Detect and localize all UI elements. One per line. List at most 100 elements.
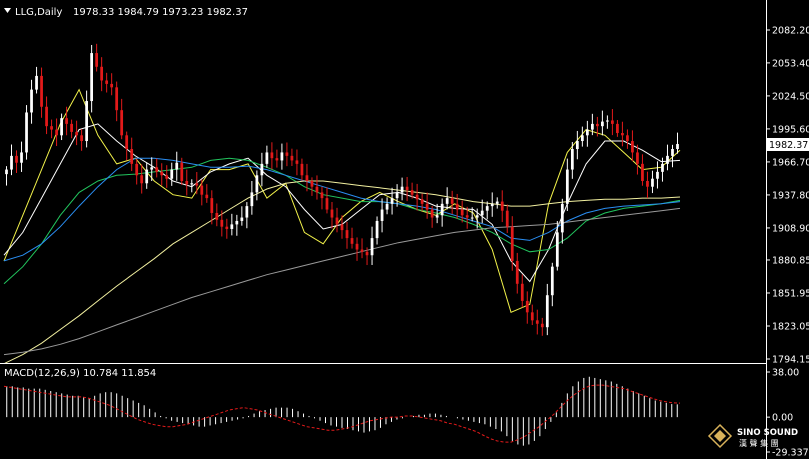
candle-body bbox=[500, 201, 504, 211]
candle-body bbox=[280, 152, 284, 161]
candle-body bbox=[375, 220, 379, 239]
candle-body bbox=[596, 123, 599, 127]
macd-tick-label: -29.337 bbox=[772, 448, 809, 459]
candle-body bbox=[475, 215, 479, 218]
candle-body bbox=[130, 149, 134, 164]
candle-body bbox=[515, 260, 519, 284]
price-tick-label: 2053.40 bbox=[772, 58, 809, 69]
candle-body bbox=[490, 203, 494, 207]
price-tick-label: 1880.85 bbox=[772, 255, 809, 266]
chart-header: LLG,Daily 1978.33 1984.79 1973.23 1982.3… bbox=[4, 7, 248, 18]
candle-body bbox=[190, 183, 194, 185]
candle-body bbox=[95, 53, 99, 67]
candle-body bbox=[380, 209, 384, 221]
candle-body bbox=[646, 180, 649, 187]
price-tick-label: 2024.50 bbox=[772, 91, 809, 102]
candle-body bbox=[651, 178, 654, 187]
candle-body bbox=[155, 167, 159, 172]
price-tick-label: 1851.95 bbox=[772, 288, 809, 299]
candle-body bbox=[365, 251, 369, 256]
macd-signal bbox=[3, 384, 681, 443]
candle-body bbox=[205, 194, 209, 199]
candle-body bbox=[230, 224, 234, 229]
candle-body bbox=[255, 175, 259, 193]
candle-body bbox=[345, 230, 349, 239]
macd-histogram bbox=[6, 376, 678, 446]
candle-body bbox=[245, 206, 249, 218]
candle-body bbox=[285, 152, 289, 156]
candle-body bbox=[65, 118, 68, 124]
candle-body bbox=[90, 53, 94, 102]
candle-body bbox=[340, 224, 344, 231]
candle-body bbox=[550, 266, 554, 296]
price-axis: 2082.20 2053.40 2024.50 1995.60 1966.70 1937.… bbox=[766, 26, 809, 366]
candle-body bbox=[170, 169, 174, 179]
price-tick-label: 2082.20 bbox=[772, 26, 809, 37]
last-price-box bbox=[767, 138, 809, 151]
candle-body bbox=[210, 198, 214, 213]
candle-body bbox=[425, 203, 429, 210]
candle-body bbox=[590, 123, 594, 130]
candle-body bbox=[631, 141, 634, 153]
candle-body bbox=[405, 186, 409, 191]
candle-body bbox=[485, 206, 489, 211]
candle-body bbox=[440, 203, 444, 216]
candle-body bbox=[70, 123, 73, 132]
candle-body bbox=[240, 217, 244, 221]
candle-body bbox=[395, 192, 399, 199]
last-price-label: 1982.37 bbox=[769, 140, 808, 151]
candle-body bbox=[570, 149, 574, 170]
candle-body bbox=[305, 175, 309, 181]
candle-body bbox=[110, 83, 114, 88]
candle-body bbox=[10, 155, 13, 170]
candle-body bbox=[666, 155, 669, 164]
candle-body bbox=[530, 312, 534, 321]
last-price-tag: 1982.37 bbox=[767, 138, 809, 151]
logo-text-en: SINO SOUND bbox=[737, 428, 798, 438]
candle-body bbox=[40, 75, 43, 107]
candle-body bbox=[315, 186, 319, 193]
candle-body bbox=[545, 295, 549, 328]
candle-body bbox=[676, 144, 679, 150]
candle-body bbox=[215, 212, 219, 220]
candle-body bbox=[385, 203, 389, 210]
candle-body bbox=[445, 198, 449, 204]
candle-body bbox=[656, 171, 659, 179]
sinosound-logo: SINO SOUND 漢 聲 集 團 bbox=[707, 423, 798, 449]
candle-body bbox=[310, 180, 314, 187]
candle-body bbox=[435, 215, 439, 218]
candle-body bbox=[621, 133, 624, 136]
candle-body bbox=[450, 198, 454, 204]
ma30-line bbox=[3, 157, 681, 262]
candle-body bbox=[601, 121, 604, 127]
candle-body bbox=[390, 198, 394, 204]
candle-body bbox=[636, 152, 639, 164]
candle-body bbox=[560, 203, 564, 233]
price-tick-label: 1995.60 bbox=[772, 124, 809, 135]
triangle-down-icon[interactable] bbox=[4, 8, 11, 13]
candle-body bbox=[520, 283, 524, 301]
candle-body bbox=[295, 160, 299, 164]
price-tick-label: 1794.15 bbox=[772, 355, 809, 366]
diamond-logo-icon bbox=[707, 423, 733, 449]
candle-body bbox=[525, 300, 529, 313]
macd-tick-label: 0.00 bbox=[772, 413, 793, 424]
candle-body bbox=[260, 163, 264, 176]
candle-body bbox=[120, 110, 124, 136]
candle-body bbox=[616, 123, 619, 134]
candle-body bbox=[400, 186, 404, 193]
candle-body bbox=[555, 232, 559, 267]
ma20-line bbox=[3, 157, 681, 285]
candle-body bbox=[180, 162, 184, 181]
candle-body bbox=[611, 120, 614, 124]
candle-body bbox=[420, 199, 424, 204]
candle-body bbox=[100, 66, 104, 81]
candle-body bbox=[135, 163, 139, 176]
candle-body bbox=[455, 203, 459, 210]
candle-body bbox=[495, 201, 499, 204]
candles bbox=[5, 43, 679, 336]
price-tick-label: 1966.70 bbox=[772, 157, 809, 168]
candle-body bbox=[641, 163, 644, 181]
